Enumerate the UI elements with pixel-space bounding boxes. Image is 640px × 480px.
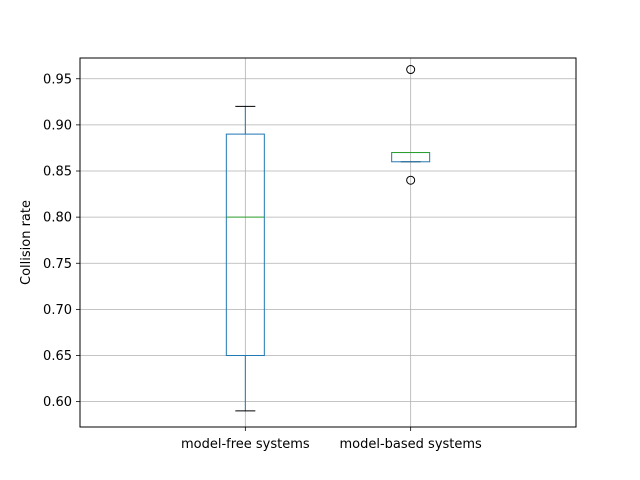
grid-lines	[80, 58, 576, 427]
y-tick-label: 0.90	[43, 118, 72, 133]
axis-ticks: 0.60 0.65 0.70 0.75 0.80 0.85 0.90 0.95 model-fr…	[43, 72, 482, 452]
y-tick-label: 0.75	[43, 257, 72, 272]
outlier-point	[406, 65, 416, 75]
y-axis-label: Collision rate	[19, 200, 34, 285]
plot-area-frame	[79, 57, 577, 428]
y-tick-label: 0.85	[43, 165, 72, 180]
x-tick-label: model-based systems	[340, 437, 483, 452]
outlier-point	[406, 175, 416, 185]
x-tick-label: model-free systems	[181, 437, 310, 452]
iqr-box	[225, 133, 265, 357]
y-tick-label: 0.80	[43, 211, 72, 226]
y-tick-label: 0.60	[43, 395, 72, 410]
y-tick-label: 0.70	[43, 303, 72, 318]
y-tick-label: 0.65	[43, 349, 72, 364]
y-tick-label: 0.95	[43, 72, 72, 87]
box-plot-marks	[225, 65, 431, 412]
